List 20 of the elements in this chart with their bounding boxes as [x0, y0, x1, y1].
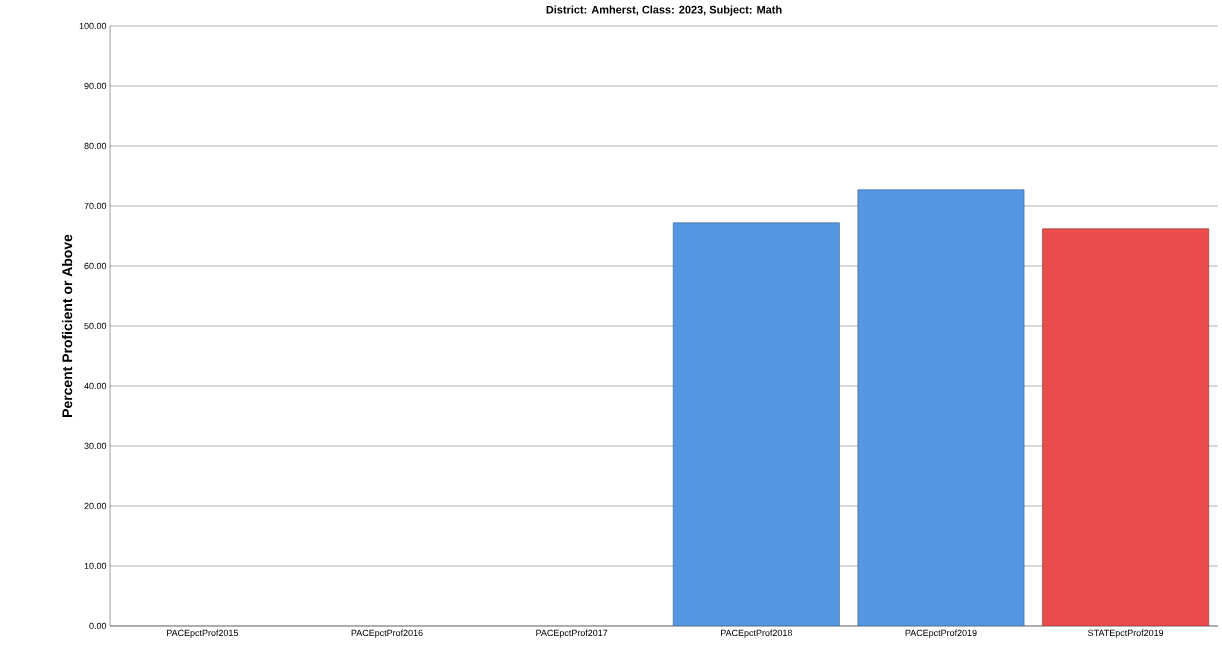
- y-axis-title: Percent Proficient or Above: [61, 234, 73, 417]
- x-tick-label: PACEpctProf2016: [351, 629, 423, 638]
- y-tick-label: 40.00: [84, 382, 107, 390]
- x-tick-label: PACEpctProf2019: [905, 629, 977, 638]
- y-tick-label: 10.00: [84, 562, 107, 570]
- y-tick-label: 0.00: [89, 622, 107, 630]
- y-tick-label: 50.00: [84, 322, 107, 330]
- y-tick-label: 30.00: [84, 442, 107, 450]
- x-tick-label: STATEpctProf2019: [1088, 629, 1164, 638]
- y-tick-label: 80.00: [84, 142, 107, 150]
- x-tick-label: PACEpctProf2017: [536, 629, 608, 638]
- bar: [857, 189, 1025, 626]
- y-tick-label: 100.00: [79, 22, 107, 30]
- y-tick-label: 70.00: [84, 202, 107, 210]
- y-tick-label: 60.00: [84, 262, 107, 270]
- x-tick-label: PACEpctProf2018: [720, 629, 792, 638]
- chart-title: District: Amherst, Class: 2023, Subject: Math: [546, 5, 782, 16]
- y-tick-label: 20.00: [84, 502, 107, 510]
- y-tick-label: 90.00: [84, 82, 107, 90]
- x-tick-label: PACEpctProf2015: [167, 629, 239, 638]
